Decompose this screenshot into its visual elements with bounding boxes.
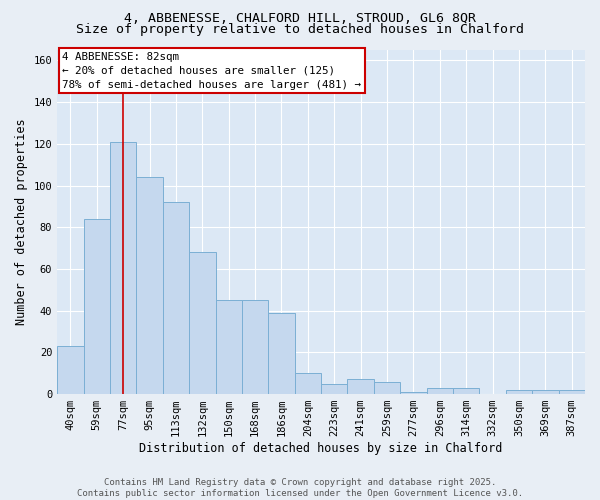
Bar (453, 388, 479, 394)
Y-axis label: Number of detached properties: Number of detached properties (15, 118, 28, 326)
Bar (242, 300, 268, 394)
Bar (136, 177, 163, 394)
Bar (347, 380, 374, 394)
Bar (163, 202, 189, 394)
Bar (427, 388, 453, 394)
Text: Size of property relative to detached houses in Chalford: Size of property relative to detached ho… (76, 22, 524, 36)
Bar (506, 390, 532, 394)
Bar (374, 382, 400, 394)
Bar (559, 390, 585, 394)
Bar (532, 390, 559, 394)
Text: Contains HM Land Registry data © Crown copyright and database right 2025.
Contai: Contains HM Land Registry data © Crown c… (77, 478, 523, 498)
Bar (83, 219, 110, 394)
Bar (57, 346, 83, 394)
Bar (400, 392, 427, 394)
Bar (110, 142, 136, 394)
Bar (215, 300, 242, 394)
Text: 4 ABBENESSE: 82sqm
← 20% of detached houses are smaller (125)
78% of semi-detach: 4 ABBENESSE: 82sqm ← 20% of detached hou… (62, 52, 361, 90)
X-axis label: Distribution of detached houses by size in Chalford: Distribution of detached houses by size … (139, 442, 503, 455)
Bar (268, 313, 295, 394)
Bar (189, 252, 215, 394)
Bar (321, 384, 347, 394)
Bar (295, 373, 321, 394)
Text: 4, ABBENESSE, CHALFORD HILL, STROUD, GL6 8QR: 4, ABBENESSE, CHALFORD HILL, STROUD, GL6… (124, 12, 476, 26)
